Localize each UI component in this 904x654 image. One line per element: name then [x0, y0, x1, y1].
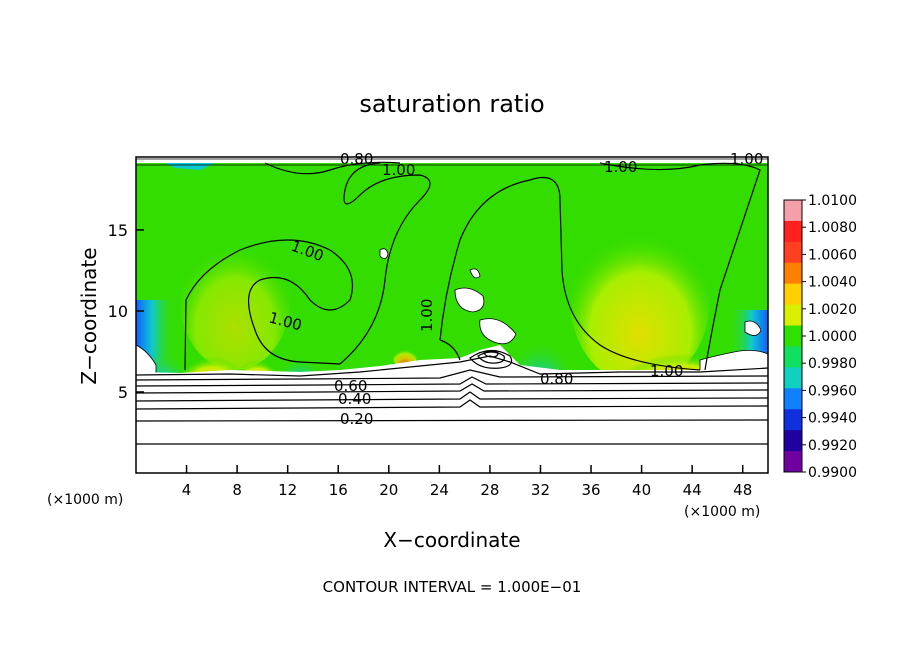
- x-axis: 4 8 12 16 20 24 28 32 36 40 44 48: [182, 465, 752, 499]
- colorbar-label: 0.9980: [808, 356, 857, 372]
- contour-interval-note: CONTOUR INTERVAL = 1.000E−01: [323, 578, 582, 596]
- x-tick-label: 12: [278, 481, 297, 499]
- x-axis-label: X−coordinate: [383, 528, 520, 552]
- colorbar-label: 1.0060: [808, 247, 857, 263]
- x-tick-label: 8: [232, 481, 242, 499]
- colorbar-segment: [784, 262, 802, 285]
- contour-label-100-b: 1.00: [604, 158, 637, 176]
- plot-frame: [135, 156, 769, 474]
- contour-label-060: 0.60: [334, 377, 367, 395]
- contour-label-080-top: 0.80: [340, 150, 373, 168]
- colorbar-label: 1.0080: [808, 220, 857, 236]
- colorbar-label: 0.9960: [808, 383, 857, 399]
- x-tick-label: 36: [581, 481, 600, 499]
- z-unit-label: (×1000 m): [47, 492, 123, 508]
- colorbar-label: 0.9920: [808, 438, 857, 454]
- x-tick-label: 4: [182, 481, 192, 499]
- colorbar-label: 0.9940: [808, 411, 857, 427]
- top-band: [136, 157, 768, 163]
- contour-label-040: 0.40: [338, 390, 371, 408]
- colorbar-label: 1.0040: [808, 275, 857, 291]
- x-tick-label: 24: [430, 481, 449, 499]
- contour-label-100-a: 1.00: [382, 161, 415, 179]
- colorbar-segment: [784, 388, 802, 410]
- colorbar-segment: [784, 409, 802, 431]
- colorbar-segment: [784, 241, 802, 264]
- x-tick-label: 48: [733, 481, 752, 499]
- colorbar-segment: [784, 304, 802, 327]
- x-tick-label: 32: [531, 481, 550, 499]
- colorbar-segment: [784, 325, 802, 347]
- colorbar-label: 0.9900: [808, 465, 857, 481]
- colorbar-label: 1.0000: [808, 329, 857, 345]
- colorbar-label: 1.0020: [808, 302, 857, 318]
- y-axis: 5 10 15: [108, 221, 144, 402]
- colorbar-segment: [784, 220, 802, 243]
- chart-title: saturation ratio: [359, 90, 544, 118]
- contour-label-100-g: 1.00: [730, 150, 763, 168]
- colorbar-segment: [784, 430, 802, 452]
- y-axis-label: Z−coordinate: [77, 247, 101, 384]
- y-tick-label: 5: [118, 383, 128, 402]
- contour-label-100-f: 1.00: [650, 362, 683, 380]
- x-tick-label: 16: [329, 481, 348, 499]
- x-tick-label: 40: [632, 481, 651, 499]
- colorbar-label: 1.0100: [808, 193, 857, 209]
- contour-label-100-e: 1.00: [418, 299, 436, 332]
- colorbar-segment: [784, 451, 802, 473]
- x-tick-label: 28: [480, 481, 499, 499]
- y-tick-label: 10: [108, 302, 128, 321]
- plot-area: [136, 157, 768, 473]
- x-tick-label: 20: [379, 481, 398, 499]
- colorbar: 1.0100 1.0080 1.0060 1.0040 1.0020 1.0000 0.99…: [783, 193, 857, 481]
- contour-label-080-bottom: 0.80: [540, 370, 573, 388]
- colorbar-segment: [784, 283, 802, 306]
- y-tick-label: 15: [108, 221, 128, 240]
- x-unit-label: (×1000 m): [684, 504, 760, 520]
- colorbar-segment: [784, 346, 802, 368]
- colorbar-segment: [784, 367, 802, 389]
- contour-label-020: 0.20: [340, 410, 373, 428]
- x-tick-label: 44: [683, 481, 702, 499]
- contour-lines: [136, 158, 768, 445]
- colorbar-segment: [784, 200, 802, 222]
